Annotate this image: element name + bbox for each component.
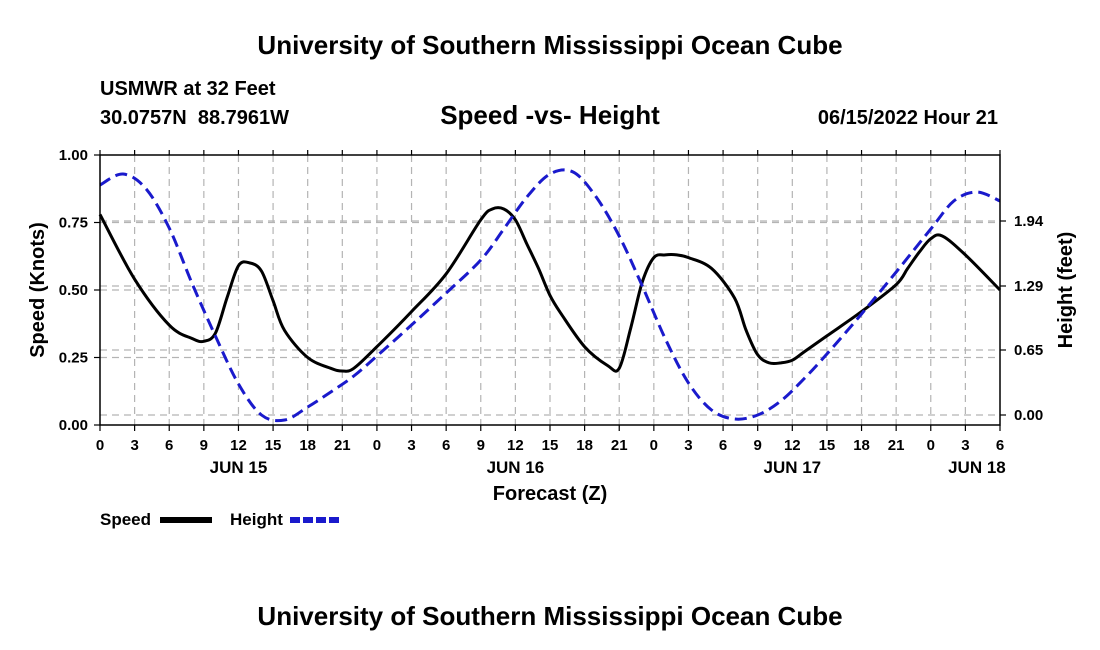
x-tick-label: 15 <box>542 437 559 454</box>
station-coordinates: 30.0757N 88.7961W <box>100 107 289 129</box>
footer-title: University of Southern Mississippi Ocean… <box>257 601 842 631</box>
x-tick-label: 18 <box>853 437 870 454</box>
x-tick-label: 0 <box>373 437 381 454</box>
series-line-speed <box>98 206 1002 373</box>
forecast-datetime: 06/15/2022 Hour 21 <box>818 107 998 129</box>
x-tick-label: 3 <box>130 437 138 454</box>
x-tick-label: 18 <box>299 437 316 454</box>
y-axis-right-label: Height (feet) <box>1055 232 1077 349</box>
date-label: JUN 15 <box>210 458 268 477</box>
x-tick-label: 0 <box>927 437 935 454</box>
date-label: JUN 16 <box>487 458 545 477</box>
x-tick-label: 18 <box>576 437 593 454</box>
x-tick-label: 12 <box>784 437 801 454</box>
x-tick-label: 3 <box>961 437 969 454</box>
date-label: JUN 18 <box>948 458 1006 477</box>
y-right-tick-label: 1.94 <box>1014 213 1044 230</box>
y-left-tick-label: 0.00 <box>59 417 88 434</box>
station-label: USMWR at 32 Feet <box>100 78 276 100</box>
date-label: JUN 17 <box>763 458 821 477</box>
x-tick-label: 6 <box>719 437 727 454</box>
x-tick-label: 12 <box>230 437 247 454</box>
y-left-tick-label: 0.75 <box>59 215 88 232</box>
x-tick-label: 6 <box>996 437 1004 454</box>
x-tick-label: 15 <box>819 437 836 454</box>
x-tick-label: 21 <box>611 437 628 454</box>
series-line-height <box>99 168 1001 423</box>
x-tick-label: 15 <box>265 437 282 454</box>
x-tick-label: 21 <box>888 437 905 454</box>
y-right-tick-label: 0.65 <box>1014 342 1043 359</box>
chart-title: University of Southern Mississippi Ocean… <box>257 30 842 60</box>
legend-label-height: Height <box>230 510 283 529</box>
legend-label-speed: Speed <box>100 510 151 529</box>
grid-lines <box>100 155 1000 425</box>
x-tick-label: 0 <box>96 437 104 454</box>
x-tick-label: 3 <box>684 437 692 454</box>
x-tick-label: 9 <box>200 437 208 454</box>
axis-ticks: 0 3 6 9 12 15 18 21 0 3 6 9 12 15 18 21 0 3 6 9 12 15 18 21 0 3 6 J… <box>59 147 1044 477</box>
x-tick-label: 3 <box>407 437 415 454</box>
y-left-tick-label: 0.50 <box>59 282 88 299</box>
y-right-tick-label: 0.00 <box>1014 407 1043 424</box>
y-left-tick-label: 0.25 <box>59 350 88 367</box>
x-axis-label: Forecast (Z) <box>493 483 607 505</box>
x-tick-label: 9 <box>477 437 485 454</box>
x-tick-label: 21 <box>334 437 351 454</box>
y-left-tick-label: 1.00 <box>59 147 88 164</box>
x-tick-label: 9 <box>754 437 762 454</box>
plot-series <box>98 168 1002 423</box>
x-tick-label: 6 <box>165 437 173 454</box>
y-axis-left-label: Speed (Knots) <box>27 222 49 358</box>
y-right-tick-label: 1.29 <box>1014 278 1043 295</box>
x-tick-label: 12 <box>507 437 524 454</box>
x-tick-label: 0 <box>650 437 658 454</box>
x-tick-label: 6 <box>442 437 450 454</box>
legend: Speed Height <box>100 510 342 529</box>
chart-subtitle: Speed -vs- Height <box>440 100 660 130</box>
